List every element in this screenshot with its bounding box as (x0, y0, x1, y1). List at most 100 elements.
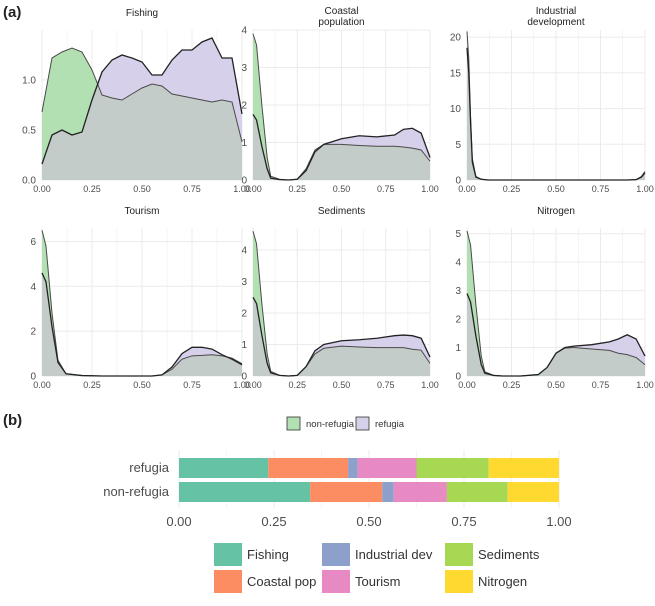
density-overlap (253, 114, 430, 180)
legend-swatch (214, 543, 242, 566)
bar-segment-industrial-dev (382, 482, 394, 502)
bar-segment-coastal-pop (268, 458, 349, 478)
density-line-non-refugia (252, 231, 431, 377)
legend-swatch (286, 416, 301, 431)
x-tick-label: 0.75 (451, 514, 476, 529)
y-tick-label: 20 (450, 33, 462, 44)
y-tick-label: 0 (30, 372, 36, 383)
legend-item-industrial-dev: Industrial dev (322, 543, 433, 566)
x-tick-label: 0.25 (288, 184, 306, 194)
x-tick-label: 0.00 (166, 514, 191, 529)
x-tick-label: 1.00 (421, 380, 439, 390)
y-tick-label: 10 (450, 104, 462, 115)
category-label: refugia (129, 460, 170, 475)
density-line-refugia (466, 293, 646, 377)
facet-title: Sediments (318, 206, 365, 217)
y-tick-label: 0 (455, 372, 461, 383)
x-tick-label: 0.50 (356, 514, 381, 529)
bar-segment-tourism (357, 458, 417, 478)
y-tick-label: 3 (241, 63, 247, 74)
bar-segment-nitrogen (488, 458, 559, 478)
x-tick-label: 0.25 (261, 514, 286, 529)
x-tick-label: 0.00 (244, 184, 262, 194)
x-tick-label: 0.25 (83, 380, 101, 390)
y-tick-label: 4 (455, 258, 461, 269)
x-tick-label: 1.00 (421, 184, 439, 194)
legend-label: Sediments (478, 547, 540, 562)
legend-label: Nitrogen (478, 574, 527, 589)
x-tick-label: 0.00 (244, 380, 262, 390)
y-tick-label: 1 (241, 340, 247, 351)
x-tick-label: 0.00 (33, 380, 51, 390)
facet-title: development (527, 17, 584, 28)
y-tick-label: 3 (455, 286, 461, 297)
x-tick-label: 0.75 (377, 184, 395, 194)
facet-title: Nitrogen (537, 206, 575, 217)
legend-label: refugia (375, 419, 405, 430)
legend-item-fishing: Fishing (214, 543, 289, 566)
legend-stressors: Fishing Coastal pop Industrial dev Tourism S… (214, 543, 540, 593)
x-tick-label: 0.50 (333, 184, 351, 194)
facet-title: Fishing (126, 8, 158, 19)
density-line-refugia (41, 37, 243, 165)
x-tick-label: 0.25 (83, 184, 101, 194)
legend-swatch (445, 570, 473, 593)
density-line-refugia (252, 296, 431, 377)
density-overlap (42, 272, 242, 376)
legend-density: non-refugia refugia (286, 416, 405, 431)
y-tick-label: 5 (455, 229, 461, 240)
x-tick-label: 0.75 (592, 380, 610, 390)
y-tick-label: 1.0 (22, 76, 36, 87)
density-line-refugia (252, 114, 431, 181)
y-tick-label: 2 (455, 315, 461, 326)
bar-segment-sediments (446, 482, 508, 502)
y-tick-label: 0 (241, 176, 247, 187)
legend-swatch (322, 543, 350, 566)
x-tick-label: 0.50 (133, 184, 151, 194)
bar-segment-fishing (179, 458, 269, 478)
y-tick-label: 1 (455, 343, 461, 354)
x-tick-label: 0.50 (133, 380, 151, 390)
y-tick-label: 3 (241, 277, 247, 288)
x-tick-label: 1.00 (233, 380, 251, 390)
y-tick-label: 4 (241, 246, 247, 257)
x-tick-label: 1.00 (546, 514, 571, 529)
density-overlap (42, 84, 242, 180)
x-tick-label: 1.00 (233, 184, 251, 194)
legend-swatch (445, 543, 473, 566)
facet-title: Industrial (536, 6, 577, 17)
y-tick-label: 2 (241, 309, 247, 320)
legend-item-nitrogen: Nitrogen (445, 570, 527, 593)
x-tick-label: 0.25 (503, 380, 521, 390)
x-tick-label: 1.00 (636, 380, 654, 390)
density-area-refugia (42, 272, 242, 376)
y-tick-label: 0 (455, 176, 461, 187)
y-tick-label: 1 (241, 138, 247, 149)
category-label: non-refugia (103, 484, 170, 499)
legend-swatch (322, 570, 350, 593)
legend-swatch (214, 570, 242, 593)
x-tick-label: 0.00 (458, 380, 476, 390)
x-tick-label: 0.00 (33, 184, 51, 194)
x-tick-label: 0.75 (183, 380, 201, 390)
x-tick-label: 1.00 (636, 184, 654, 194)
facet-sediments: Sediments 0 1 2 3 4 0.00 0.25 0.50 0.75 1.00 (241, 206, 438, 390)
y-tick-label: 15 (450, 68, 462, 79)
x-tick-label: 0.25 (288, 380, 306, 390)
legend-label: non-refugia (306, 419, 355, 430)
stacked-bar-chart: refugia non-refugia 0.00 0.25 0.50 0.75 1.00 (103, 450, 572, 529)
facet-title: Tourism (124, 206, 159, 217)
y-tick-label: 4 (241, 26, 247, 37)
x-tick-label: 0.25 (503, 184, 521, 194)
bar-segment-fishing (179, 482, 311, 502)
bar-row-non-refugia: non-refugia (103, 482, 559, 502)
density-line-refugia (466, 47, 646, 181)
legend-label: Coastal pop (247, 574, 316, 589)
x-tick-label: 0.00 (458, 184, 476, 194)
panel-label-a: (a) (3, 4, 21, 21)
bar-segment-nitrogen (507, 482, 559, 502)
